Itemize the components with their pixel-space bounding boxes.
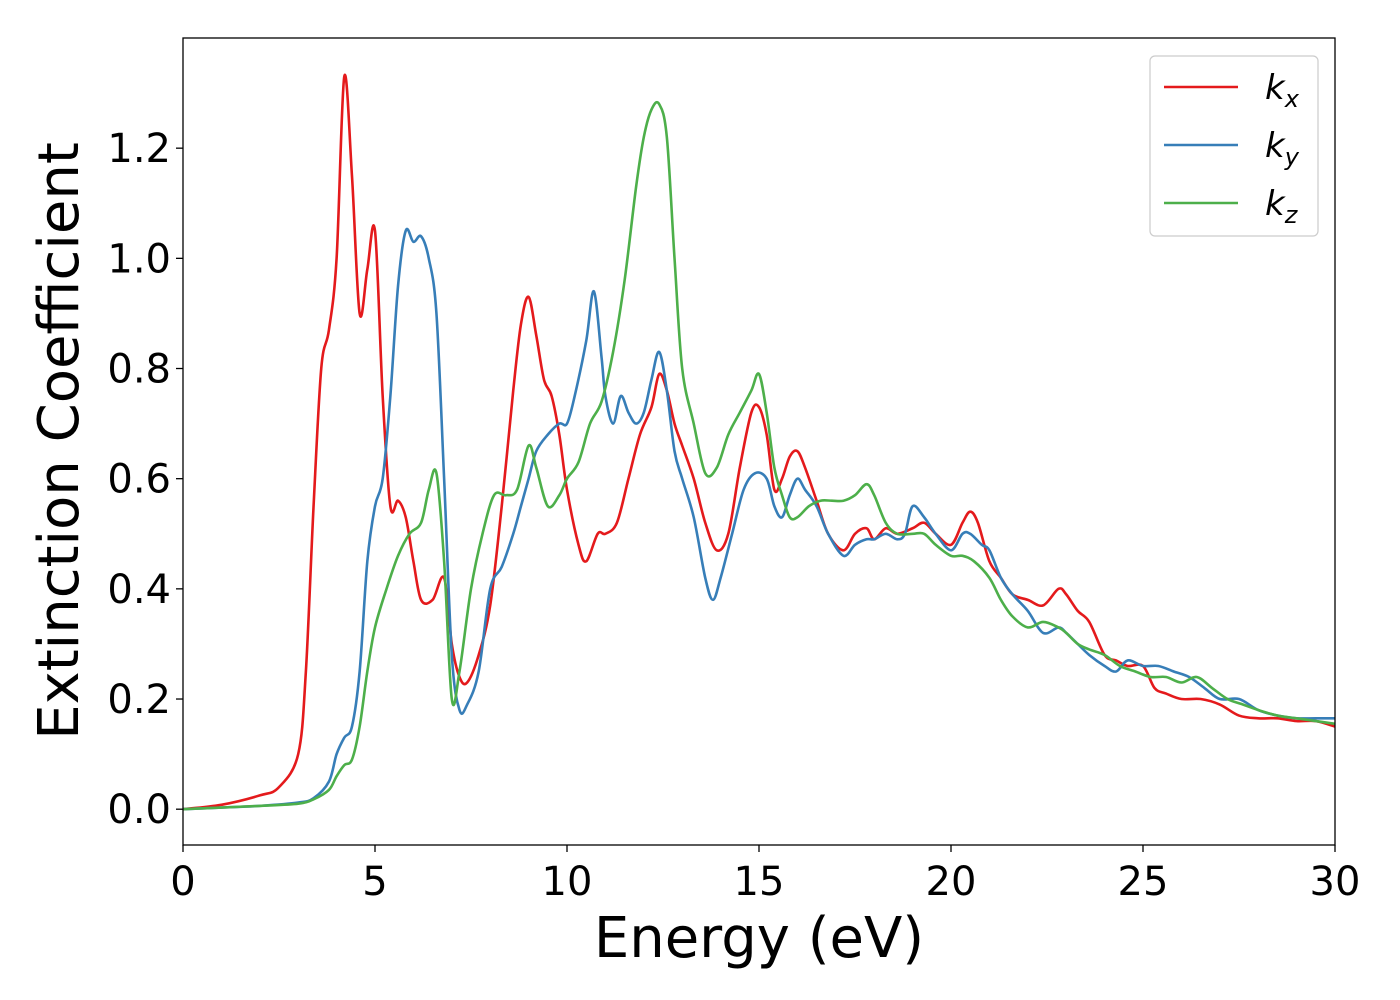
x-axis-title: Energy (eV) xyxy=(594,906,924,971)
y-tick-label: 0.6 xyxy=(107,457,171,503)
x-tick-label: 5 xyxy=(362,859,387,905)
x-tick-label: 0 xyxy=(170,859,195,905)
y-tick-label: 0.2 xyxy=(107,677,171,723)
legend-label-kx: kx xyxy=(1265,68,1300,113)
x-tick-label: 15 xyxy=(734,859,785,905)
y-tick-label: 0.0 xyxy=(107,787,171,833)
y-axis-title: Extinction Coefficient xyxy=(27,142,92,740)
series-layer xyxy=(182,73,1336,811)
y-tick-label: 1.0 xyxy=(107,236,171,282)
x-axis-ticks: 0 5 10 15 20 25 30 xyxy=(170,845,1360,905)
x-tick-label: 20 xyxy=(926,859,977,905)
y-tick-label: 0.4 xyxy=(107,567,171,613)
x-tick-label: 10 xyxy=(542,859,593,905)
series-line-kx xyxy=(182,73,1336,811)
series-line-kz xyxy=(182,100,1336,811)
x-tick-label: 30 xyxy=(1310,859,1361,905)
y-tick-label: 1.2 xyxy=(107,126,171,172)
legend-label-ky: ky xyxy=(1265,126,1300,171)
legend: kx ky kz xyxy=(1149,55,1319,237)
y-axis-ticks: 0.0 0.2 0.4 0.6 0.8 1.0 1.2 xyxy=(107,126,183,833)
legend-label-kz: kz xyxy=(1265,184,1299,229)
x-tick-label: 25 xyxy=(1118,859,1169,905)
y-tick-label: 0.8 xyxy=(107,347,171,393)
